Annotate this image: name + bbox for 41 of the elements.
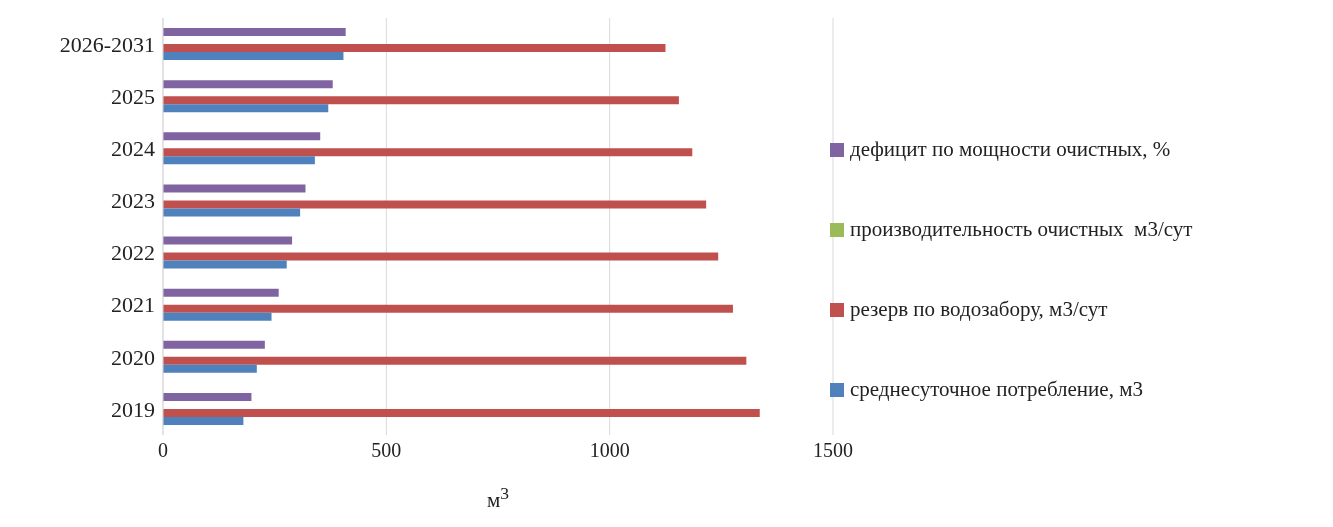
bar xyxy=(163,304,733,313)
bar xyxy=(163,260,287,269)
y-tick-label: 2022 xyxy=(111,240,155,266)
bar xyxy=(163,200,707,209)
bar xyxy=(163,252,719,261)
x-axis-title: м$^{3}$ xyxy=(485,483,510,513)
bar xyxy=(163,52,344,60)
bar xyxy=(163,340,265,349)
bar xyxy=(163,148,693,157)
bar xyxy=(163,184,306,193)
y-tick-label: 2020 xyxy=(111,344,155,370)
y-tick-label: 2024 xyxy=(111,136,155,162)
bar xyxy=(163,132,321,141)
y-tick-label: 2021 xyxy=(111,292,155,318)
y-tick-label: 2023 xyxy=(111,188,155,214)
bar xyxy=(163,236,293,245)
bar xyxy=(163,96,679,105)
bar xyxy=(163,104,329,113)
bar xyxy=(163,392,252,401)
x-tick-label: 1000 xyxy=(589,439,630,462)
x-tick-label: 0 xyxy=(158,439,168,462)
y-tick-label: 2025 xyxy=(111,84,155,109)
legend-label: производительность очистных м3/сут xyxy=(850,217,1193,242)
bar xyxy=(163,312,272,321)
x-tick-label: 500 xyxy=(371,439,402,462)
bar xyxy=(163,156,315,165)
bar xyxy=(163,44,666,52)
y-tick-label: 2026-2031 xyxy=(59,31,155,57)
bar xyxy=(163,208,301,217)
legend-label: дефицит по мощности очистных, % xyxy=(850,137,1171,162)
bar xyxy=(163,356,747,365)
x-tick-label: 1500 xyxy=(813,439,853,462)
bar xyxy=(163,416,244,425)
bar xyxy=(163,288,279,297)
bar xyxy=(163,80,333,89)
legend-label: резерв по водозабору, м3/сут xyxy=(850,297,1108,322)
y-tick-label: 2019 xyxy=(111,396,155,422)
bar xyxy=(163,364,257,373)
bar xyxy=(163,408,760,417)
bar xyxy=(163,28,346,36)
legend-label: среднесуточное потребление, м3 xyxy=(850,377,1143,402)
